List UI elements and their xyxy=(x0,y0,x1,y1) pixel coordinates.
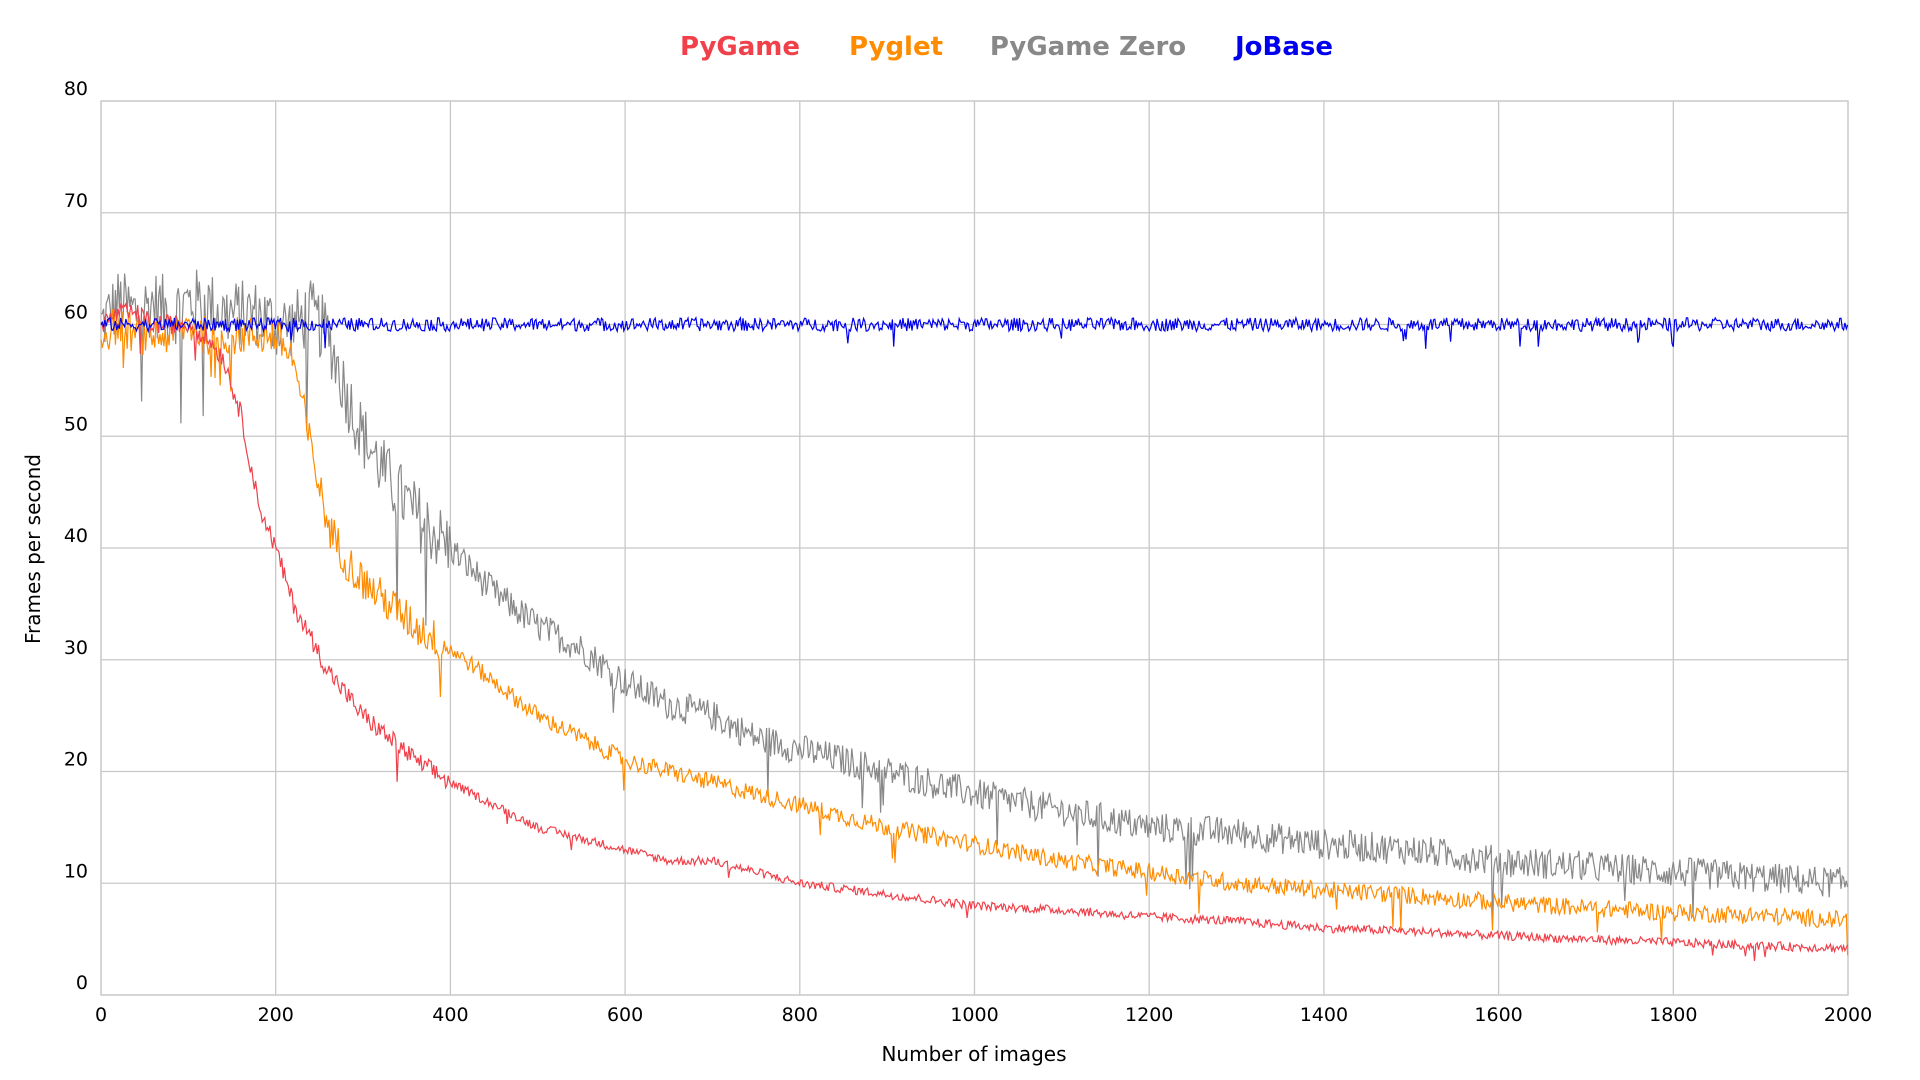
x-tick-label: 400 xyxy=(432,1004,468,1026)
series-line-pygame xyxy=(100,301,1849,962)
series-line-pygame-zero xyxy=(100,269,1849,921)
plot-frame xyxy=(100,100,1849,996)
series-line-pyglet xyxy=(100,308,1849,956)
legend-item-jobase: JoBase xyxy=(1233,32,1333,62)
y-axis-label: Frames per second xyxy=(21,454,45,644)
series-line-jobase xyxy=(100,315,1849,349)
legend-item-pygame: PyGame xyxy=(680,32,800,62)
legend-item-pygame-zero: PyGame Zero xyxy=(990,32,1186,62)
series-lines xyxy=(100,269,1849,962)
x-axis-label: Number of images xyxy=(881,1042,1066,1066)
x-tick-label: 1400 xyxy=(1300,1004,1348,1026)
y-tick-label: 40 xyxy=(64,525,88,547)
legend: PyGame Pyglet PyGame Zero JoBase xyxy=(680,32,1333,62)
x-tick-label: 800 xyxy=(782,1004,818,1026)
y-tick-label: 80 xyxy=(64,78,88,100)
y-tick-label: 30 xyxy=(64,637,88,659)
y-tick-label: 20 xyxy=(64,749,88,771)
x-tick-label: 1800 xyxy=(1649,1004,1697,1026)
x-tick-label: 2000 xyxy=(1824,1004,1872,1026)
y-tick-label: 60 xyxy=(64,302,88,324)
y-tick-label: 0 xyxy=(76,972,88,994)
x-tick-label: 1600 xyxy=(1474,1004,1522,1026)
y-tick-label: 50 xyxy=(64,413,88,435)
x-axis-ticks: 0 200 400 600 800 1000 1200 1400 1600 1800 2000 xyxy=(95,1004,1872,1026)
y-axis-ticks: 0 10 20 30 40 50 60 70 80 xyxy=(64,78,88,994)
x-tick-label: 200 xyxy=(258,1004,294,1026)
grid xyxy=(100,100,1849,996)
x-tick-label: 1200 xyxy=(1125,1004,1173,1026)
x-tick-label: 0 xyxy=(95,1004,107,1026)
y-tick-label: 70 xyxy=(64,190,88,212)
x-tick-label: 1000 xyxy=(950,1004,998,1026)
legend-item-pyglet: Pyglet xyxy=(849,32,943,62)
x-tick-label: 600 xyxy=(607,1004,643,1026)
y-tick-label: 10 xyxy=(64,860,88,882)
